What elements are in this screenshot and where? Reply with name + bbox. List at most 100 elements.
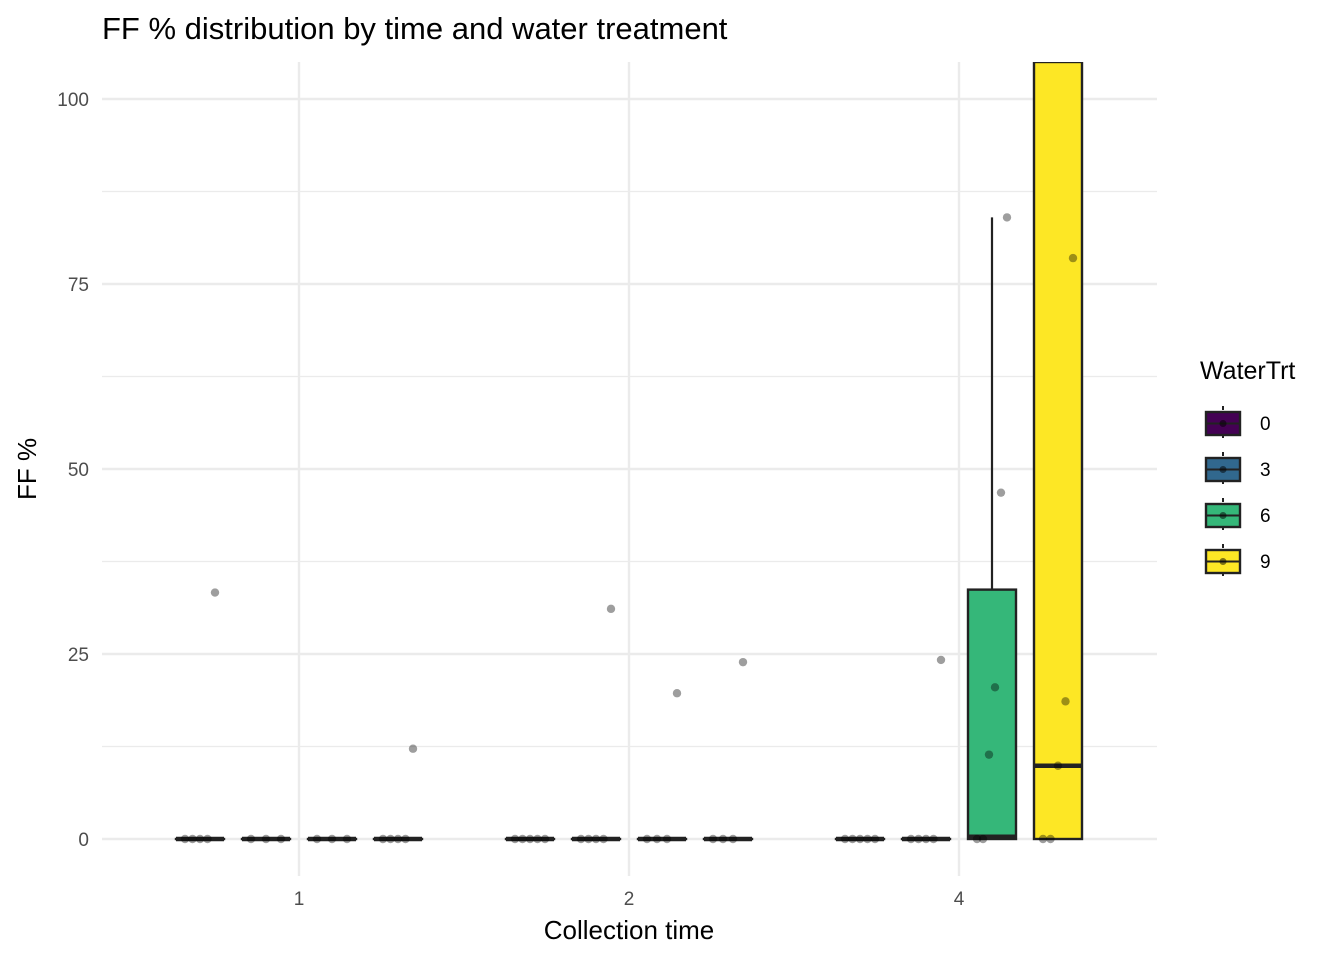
box-0-time-2 bbox=[504, 834, 556, 844]
box-0-time-1 bbox=[174, 588, 226, 844]
data-point bbox=[312, 834, 322, 844]
y-tick-label: 50 bbox=[68, 460, 89, 481]
data-point bbox=[728, 834, 738, 844]
box-6-time-2 bbox=[636, 689, 688, 844]
x-axis-title: Collection time bbox=[544, 915, 715, 945]
data-point bbox=[936, 655, 946, 665]
data-point bbox=[1061, 697, 1070, 706]
box-9-time-4 bbox=[1032, 62, 1084, 844]
data-point bbox=[1038, 834, 1048, 844]
box-9-time-2 bbox=[702, 657, 754, 844]
x-tick-label: 4 bbox=[954, 889, 965, 910]
data-point bbox=[401, 834, 410, 844]
legend-label: 6 bbox=[1260, 506, 1271, 527]
data-point bbox=[840, 834, 850, 844]
data-point bbox=[914, 834, 923, 844]
box-0-time-4 bbox=[834, 834, 886, 844]
data-point bbox=[642, 834, 652, 844]
y-tick-label: 75 bbox=[68, 275, 89, 296]
legend-point bbox=[1219, 558, 1227, 565]
box-9-time-1 bbox=[372, 744, 424, 844]
data-point bbox=[972, 834, 982, 844]
data-point bbox=[342, 834, 352, 844]
data-point bbox=[738, 657, 748, 667]
data-point bbox=[393, 834, 403, 844]
box-body bbox=[966, 588, 1018, 841]
legend-point bbox=[1219, 466, 1227, 473]
data-point bbox=[533, 834, 542, 844]
data-point bbox=[708, 834, 718, 844]
legend-item-6: 6 bbox=[1204, 498, 1271, 532]
plot-panel bbox=[174, 62, 1084, 844]
data-point bbox=[606, 604, 616, 614]
data-point bbox=[261, 834, 271, 844]
data-point bbox=[584, 834, 593, 844]
x-tick-label: 1 bbox=[294, 889, 305, 910]
data-point bbox=[906, 834, 916, 844]
data-point bbox=[378, 834, 388, 844]
data-point bbox=[518, 834, 527, 844]
data-point bbox=[718, 834, 728, 844]
data-point bbox=[672, 689, 682, 698]
data-point bbox=[510, 834, 520, 844]
chart-title: FF % distribution by time and water trea… bbox=[102, 11, 728, 46]
data-point bbox=[188, 834, 197, 844]
x-tick-label: 2 bbox=[624, 889, 635, 910]
data-point bbox=[327, 834, 337, 844]
legend-label: 9 bbox=[1260, 552, 1271, 573]
legend-label: 3 bbox=[1260, 460, 1271, 481]
data-point bbox=[1068, 253, 1078, 263]
data-point bbox=[652, 834, 662, 844]
data-point bbox=[203, 834, 212, 844]
data-point bbox=[576, 834, 586, 844]
data-point bbox=[921, 834, 931, 844]
data-point bbox=[990, 683, 1000, 692]
data-point bbox=[525, 834, 535, 844]
grid-lines bbox=[102, 62, 1157, 876]
data-point bbox=[984, 750, 994, 759]
data-point bbox=[996, 488, 1006, 497]
data-point bbox=[195, 834, 205, 844]
data-point bbox=[180, 834, 190, 844]
legend-point bbox=[1219, 420, 1227, 427]
legend-item-3: 3 bbox=[1204, 452, 1271, 486]
data-point bbox=[1053, 761, 1063, 770]
data-point bbox=[662, 834, 672, 844]
box-6-time-1 bbox=[306, 834, 358, 844]
data-point bbox=[276, 834, 286, 844]
data-point bbox=[408, 744, 418, 753]
legend: WaterTrt 0 3 6 9 bbox=[1200, 357, 1295, 578]
legend-item-0: 0 bbox=[1204, 406, 1271, 440]
x-axis-ticks: 1 2 4 bbox=[294, 889, 965, 910]
data-point bbox=[855, 834, 865, 844]
data-point bbox=[870, 834, 880, 844]
data-point bbox=[1046, 834, 1055, 844]
y-axis-ticks: 0 25 50 75 100 bbox=[57, 90, 89, 851]
data-point bbox=[591, 834, 601, 844]
legend-item-9: 9 bbox=[1204, 544, 1271, 578]
box-3-time-2 bbox=[570, 604, 622, 844]
box-6-time-4 bbox=[966, 213, 1018, 844]
data-point bbox=[386, 834, 395, 844]
legend-point bbox=[1219, 512, 1227, 519]
box-groups bbox=[174, 62, 1084, 844]
data-point bbox=[210, 588, 220, 597]
data-point bbox=[848, 834, 857, 844]
data-point bbox=[929, 834, 938, 844]
box-3-time-4 bbox=[900, 655, 952, 844]
legend-title: WaterTrt bbox=[1200, 357, 1295, 385]
data-point bbox=[540, 834, 550, 844]
y-tick-label: 100 bbox=[57, 90, 89, 111]
y-tick-label: 0 bbox=[78, 830, 89, 851]
data-point bbox=[978, 834, 988, 844]
y-axis-title: FF % bbox=[12, 438, 42, 500]
y-tick-label: 25 bbox=[68, 645, 89, 666]
data-point bbox=[599, 834, 608, 844]
data-point bbox=[863, 834, 872, 844]
box-body bbox=[1032, 62, 1084, 841]
legend-label: 0 bbox=[1260, 414, 1271, 435]
data-point bbox=[246, 834, 256, 844]
data-point bbox=[1002, 213, 1012, 222]
box-3-time-1 bbox=[240, 834, 292, 844]
